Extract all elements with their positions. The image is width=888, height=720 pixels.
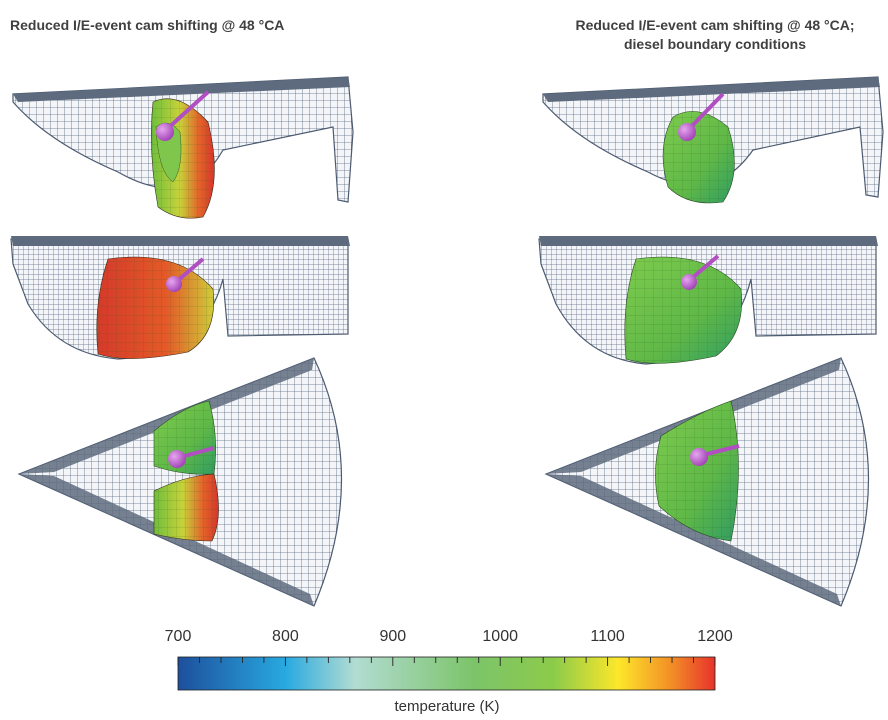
combustion-mesh-side-view-top-right bbox=[538, 72, 888, 204]
injector-needle bbox=[689, 254, 720, 281]
colorbar-tick-label: 1000 bbox=[482, 628, 518, 645]
colorbar-tick-label: 800 bbox=[272, 628, 299, 645]
mesh-top-wall bbox=[11, 236, 350, 246]
colorbar-gradient bbox=[177, 656, 716, 691]
colorbar-ticks bbox=[177, 657, 716, 666]
injector-needle bbox=[686, 92, 725, 132]
colorbar-tick-label: 1100 bbox=[590, 628, 625, 645]
left-column-title: Reduced I/E-event cam shifting @ 48 °CA bbox=[10, 17, 285, 33]
colorbar-tick-label: 1200 bbox=[697, 628, 733, 645]
right-title-line-2: diesel boundary conditions bbox=[623, 36, 807, 52]
injector-needle bbox=[164, 90, 210, 132]
injector-tip bbox=[678, 123, 696, 141]
colorbar-tick-label: 900 bbox=[379, 628, 407, 645]
injector-tip bbox=[156, 123, 174, 141]
combustion-mesh-side-view-middle-left bbox=[8, 234, 353, 364]
injector-tip bbox=[690, 448, 708, 466]
mesh-top-wall bbox=[13, 77, 350, 102]
colorbar-label: temperature (K) bbox=[394, 698, 500, 715]
combustion-mesh-sector-view-bottom-left bbox=[14, 356, 359, 608]
right-column-title: Reduced I/E-event cam shifting @ 48 °CA;… bbox=[540, 16, 888, 54]
injector-needle bbox=[174, 257, 205, 284]
right-title-line-1: Reduced I/E-event cam shifting @ 48 °CA; bbox=[575, 17, 855, 33]
combustion-mesh-side-view-top-left bbox=[8, 72, 358, 222]
combustion-mesh-sector-view-bottom-right bbox=[541, 356, 886, 608]
mesh-top-wall bbox=[543, 77, 880, 102]
injector-tip bbox=[168, 450, 186, 468]
mesh-top-wall bbox=[539, 236, 878, 246]
combustion-mesh-side-view-middle-right bbox=[536, 234, 881, 369]
injector-tip bbox=[166, 276, 182, 292]
injector-tip bbox=[681, 274, 697, 290]
colorbar-tick-label: 700 bbox=[164, 628, 192, 645]
